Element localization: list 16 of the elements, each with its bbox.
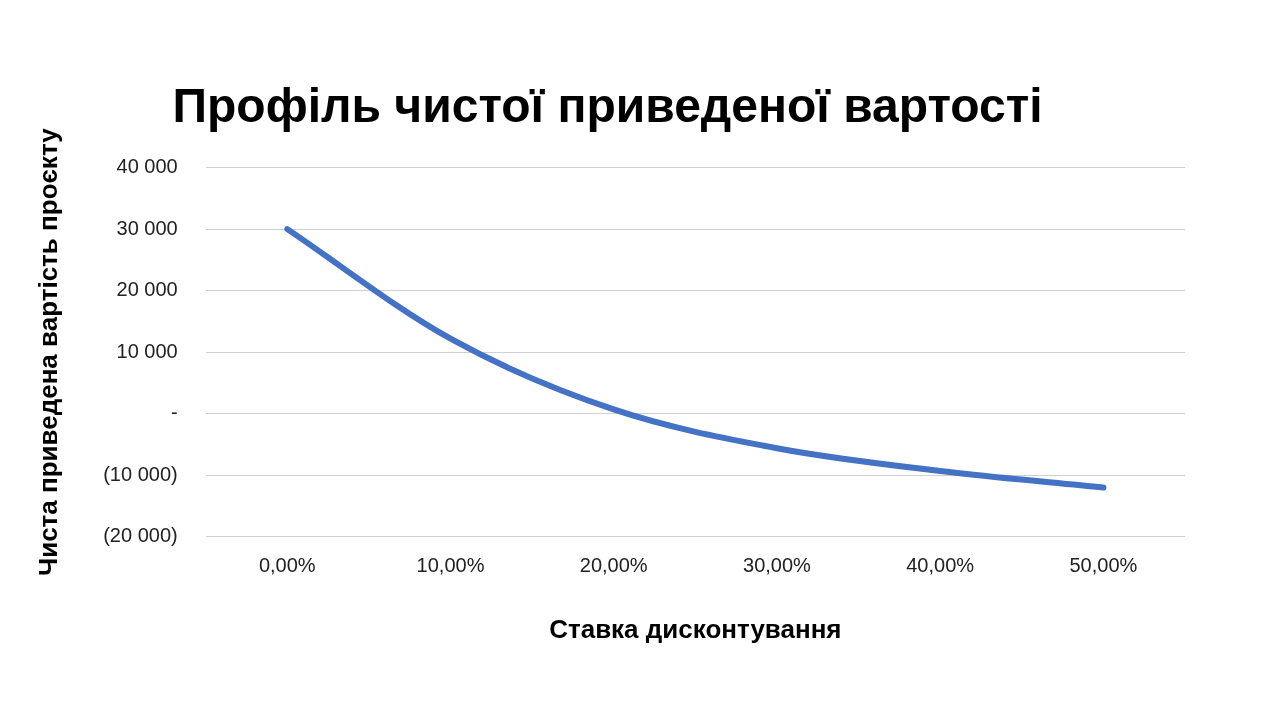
x-axis-title: Ставка дисконтування [549, 613, 842, 644]
y-tick-label: 30 000 [116, 216, 178, 239]
x-tick-label: 40,00% [906, 554, 975, 577]
chart-title: Профіль чистої приведеної вартості [172, 79, 1043, 133]
y-tick-label: 20 000 [116, 278, 178, 301]
x-tick-label: 20,00% [579, 554, 648, 577]
y-tick-label: 10 000 [116, 339, 178, 362]
y-tick-label: (20 000) [103, 524, 178, 547]
x-tick-label: 0,00% [258, 554, 316, 577]
x-tick-label: 30,00% [743, 554, 812, 577]
y-tick-label: - [171, 401, 178, 424]
y-axis-title: Чиста приведена вартість проєкту [32, 127, 63, 577]
y-tick-label: 40 000 [116, 155, 178, 178]
x-tick-label: 10,00% [416, 554, 485, 577]
x-tick-label: 50,00% [1069, 554, 1138, 577]
y-tick-label: (10 000) [103, 462, 178, 485]
